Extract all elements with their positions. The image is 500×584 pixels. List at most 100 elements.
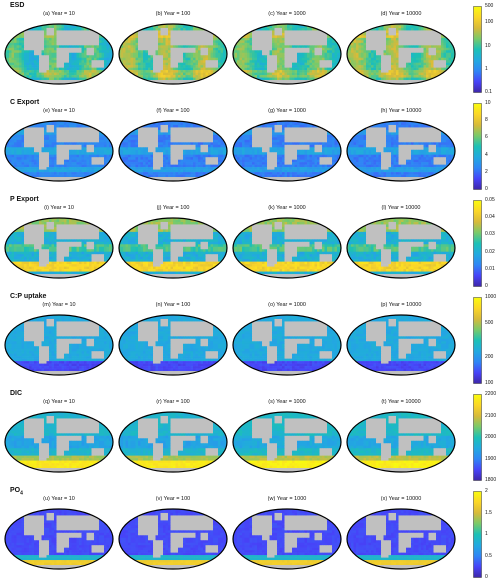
colorbar-tick-label: 2200 (485, 391, 496, 397)
colorbar-tick-label: 0 (485, 574, 488, 580)
panel-label: (x) Year = 10000 (346, 496, 456, 502)
map-outline (346, 508, 456, 570)
colorbar (473, 297, 482, 384)
panel-label: (m) Year = 10 (4, 302, 114, 308)
map-panel (346, 217, 456, 279)
row-title: DIC (10, 390, 22, 397)
row-title: PO4 (10, 487, 23, 496)
colorbar-tick-label: 1.5 (485, 510, 492, 516)
panel-label: (t) Year = 10000 (346, 399, 456, 405)
map-outline (118, 120, 228, 182)
map-outline (346, 120, 456, 182)
panel-label: (h) Year = 10000 (346, 108, 456, 114)
map-panel (232, 23, 342, 85)
colorbar-tick-label: 0.04 (485, 214, 495, 220)
colorbar-tick-label: 2100 (485, 413, 496, 419)
panel-label: (q) Year = 10 (4, 399, 114, 405)
colorbar-tick-label: 8 (485, 117, 488, 123)
colorbar-tick-label: 2 (485, 169, 488, 175)
map-outline (232, 508, 342, 570)
map-outline (4, 411, 114, 473)
map-panel (346, 508, 456, 570)
row-title-text: P Export (10, 196, 39, 203)
map-outline (346, 23, 456, 85)
panel-label: (g) Year = 1000 (232, 108, 342, 114)
map-outline (232, 23, 342, 85)
map-panel (4, 120, 114, 182)
panel-label: (a) Year = 10 (4, 11, 114, 17)
colorbar-tick-label: 10 (485, 43, 491, 49)
row-title-text: ESD (10, 2, 24, 9)
panel-label: (u) Year = 10 (4, 496, 114, 502)
panel-label: (c) Year = 1000 (232, 11, 342, 17)
colorbar-tick-label: 0.1 (485, 89, 492, 95)
map-panel (232, 508, 342, 570)
map-field (119, 509, 227, 569)
colorbar-tick-label: 4 (485, 152, 488, 158)
colorbar-tick-label: 100 (485, 19, 493, 25)
map-panel (232, 217, 342, 279)
colorbar-tick-label: 0.01 (485, 266, 495, 272)
map-panel (4, 508, 114, 570)
map-outline (346, 314, 456, 376)
panel-label: (w) Year = 1000 (232, 496, 342, 502)
panel-label: (p) Year = 10000 (346, 302, 456, 308)
map-panel (4, 217, 114, 279)
map-outline (118, 411, 228, 473)
map-panel (118, 23, 228, 85)
panel-label: (r) Year = 100 (118, 399, 228, 405)
map-panel (346, 23, 456, 85)
map-panel (118, 314, 228, 376)
colorbar-tick-label: 500 (485, 320, 493, 326)
map-outline (4, 508, 114, 570)
map-outline (4, 314, 114, 376)
map-outline (118, 217, 228, 279)
panel-label: (b) Year = 100 (118, 11, 228, 17)
map-panel (346, 411, 456, 473)
colorbar-tick-label: 1900 (485, 456, 496, 462)
map-panel (4, 23, 114, 85)
row-title-text: C Export (10, 99, 39, 106)
colorbar-tick-label: 1000 (485, 294, 496, 300)
map-panel (4, 411, 114, 473)
colorbar-tick-label: 0.02 (485, 249, 495, 255)
panel-label: (d) Year = 10000 (346, 11, 456, 17)
colorbar-tick-label: 500 (485, 3, 493, 9)
colorbar (473, 103, 482, 190)
colorbar (473, 6, 482, 93)
map-outline (118, 314, 228, 376)
row-title-text: C:P uptake (10, 293, 46, 300)
colorbar-tick-label: 0 (485, 283, 488, 289)
map-field (119, 218, 227, 278)
panel-label: (e) Year = 10 (4, 108, 114, 114)
panel-label: (f) Year = 100 (118, 108, 228, 114)
panel-label: (k) Year = 1000 (232, 205, 342, 211)
panel-label: (l) Year = 10000 (346, 205, 456, 211)
colorbar-tick-label: 0.03 (485, 231, 495, 237)
map-outline (118, 508, 228, 570)
colorbar-tick-label: 0.5 (485, 553, 492, 559)
row-title: C Export (10, 99, 39, 106)
map-outline (4, 120, 114, 182)
colorbar (473, 394, 482, 481)
map-outline (118, 23, 228, 85)
map-panel (346, 314, 456, 376)
colorbar-tick-label: 1800 (485, 477, 496, 483)
map-panel (232, 120, 342, 182)
panel-label: (v) Year = 100 (118, 496, 228, 502)
map-panel (232, 411, 342, 473)
colorbar-tick-label: 0.05 (485, 197, 495, 203)
colorbar-tick-label: 1 (485, 66, 488, 72)
map-outline (346, 411, 456, 473)
map-panel (118, 411, 228, 473)
colorbar-tick-label: 100 (485, 380, 493, 386)
row-title-text: DIC (10, 390, 22, 397)
colorbar-tick-label: 2 (485, 488, 488, 494)
map-field (347, 412, 455, 472)
colorbar-tick-label: 200 (485, 354, 493, 360)
row-title-text: PO (10, 487, 20, 494)
colorbar-tick-label: 2000 (485, 434, 496, 440)
row-title: P Export (10, 196, 39, 203)
row-title: ESD (10, 2, 24, 9)
map-outline (232, 217, 342, 279)
